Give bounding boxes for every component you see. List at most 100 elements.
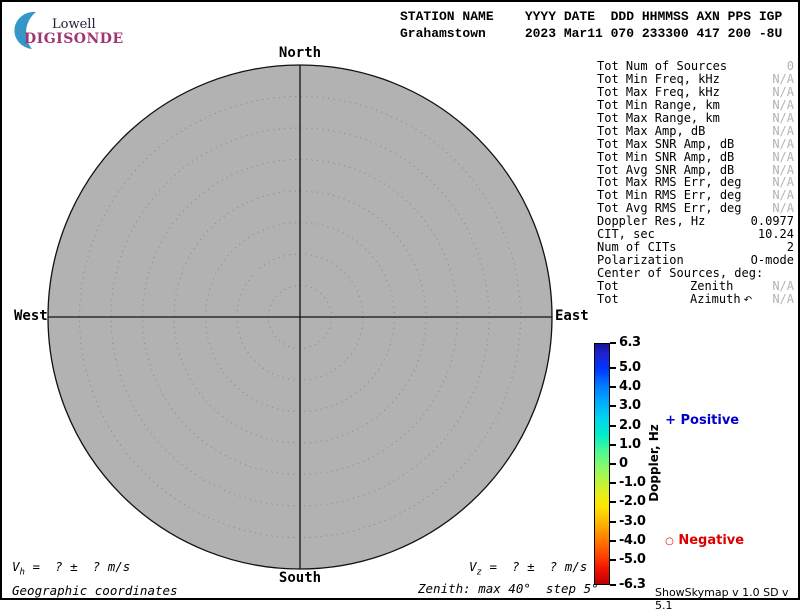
doppler-colorbar (594, 343, 610, 585)
stats-row: Tot Azimuth ↶ N/A (597, 291, 794, 306)
stats-row: Tot Max Amp, dB N/A (597, 123, 794, 138)
stats-row: Tot Max Range, km N/A (597, 110, 794, 125)
stats-row: Tot Avg RMS Err, deg N/A (597, 202, 794, 215)
colorbar-tick-mark (610, 386, 616, 389)
zenith-ring (173, 190, 427, 444)
stat-label: Center of Sources, deg: (597, 266, 764, 280)
lowell-digisonde-logo: Lowell DIGISONDE (12, 8, 123, 50)
stats-row: Tot Num of Sources 0 (597, 60, 794, 73)
logo-product: DIGISONDE (24, 31, 124, 47)
stat-label: Tot Num of Sources (597, 59, 728, 73)
stat-value: N/A (772, 175, 794, 190)
stat-value: N/A (772, 149, 794, 164)
stat-value: N/A (772, 188, 794, 203)
negative-legend: ○ Negative (656, 518, 744, 548)
stat-label: Tot (597, 291, 619, 306)
stats-row: Polarization O-mode (597, 254, 794, 267)
stat-sublabel: Zenith (690, 278, 734, 293)
coordinate-system-label: Geographic coordinates (12, 583, 178, 598)
software-version: ShowSkymap v 1.0 SD v 5.1 (655, 586, 789, 612)
stat-value: N/A (772, 201, 794, 216)
stat-label: Tot Min RMS Err, deg (597, 188, 742, 203)
colorbar-tick-label: 2.0 (619, 417, 641, 433)
stat-value: N/A (772, 136, 794, 151)
stat-label: Tot Max Freq, kHz (597, 84, 720, 99)
station-header-columns: STATION NAME YYYY DATE DDD HHMMSS AXN PP… (400, 9, 783, 24)
compass-label-west: West (14, 308, 48, 324)
vh-symbol: V (12, 559, 20, 574)
stat-value: 10.24 (757, 227, 794, 242)
colorbar-tick-mark (610, 482, 616, 485)
positive-legend: + Positive (656, 398, 739, 428)
stat-label: Tot (597, 278, 619, 293)
colorbar-tick-label: -6.3 (619, 577, 646, 592)
zenith-ring (236, 253, 364, 381)
stat-value: N/A (772, 97, 794, 112)
positive-legend-label: Positive (680, 413, 740, 428)
vertical-velocity-readout: Vz = ? ± ? m/s (469, 559, 587, 578)
stat-label: Doppler Res, Hz (597, 214, 706, 229)
stats-row: Num of CITs 2 (597, 241, 794, 254)
colorbar-tick-mark (610, 463, 616, 465)
stat-label: Tot Min SNR Amp, dB (597, 149, 735, 164)
colorbar-tick-mark (610, 539, 616, 542)
colorbar-axis-label: Doppler, Hz (647, 424, 661, 502)
statistics-panel: Tot Num of Sources 0 Tot Min Freq, kHz N/A T… (597, 60, 794, 306)
stat-label: Tot Min Freq, kHz (597, 71, 720, 86)
stat-label: Tot Max RMS Err, deg (597, 175, 742, 190)
compass-label-south: South (278, 570, 322, 586)
stat-value: N/A (772, 278, 794, 293)
colorbar-tick-label: -4.0 (619, 532, 646, 548)
stat-value: 0 (786, 59, 794, 73)
stats-row: Tot Min RMS Err, deg N/A (597, 189, 794, 202)
colorbar-tick-mark (610, 366, 616, 369)
zenith-ring (78, 95, 522, 539)
horizontal-velocity-readout: Vh = ? ± ? m/s (12, 559, 130, 578)
zenith-ring (204, 221, 396, 413)
stat-value: O-mode (750, 253, 794, 268)
stat-value: 2 (786, 240, 794, 255)
stats-row: Center of Sources, deg: (597, 267, 794, 280)
stat-label: Tot Avg RMS Err, deg (597, 201, 742, 216)
stats-row: Tot Min SNR Amp, dB N/A (597, 149, 794, 164)
zenith-ring (141, 158, 459, 476)
stat-label: Tot Max SNR Amp, dB (597, 136, 735, 151)
colorbar-tick-mark (610, 584, 616, 586)
circle-marker-icon: ○ (665, 536, 674, 547)
colorbar-tick-mark (610, 559, 616, 562)
colorbar-tick-mark (610, 520, 616, 523)
logo-name: Lowell (52, 17, 96, 32)
crescent-logo-icon (14, 11, 36, 49)
stat-value: N/A (772, 110, 794, 125)
stat-value: 0.0977 (750, 214, 794, 229)
stat-value: N/A (772, 123, 794, 138)
stat-label: CIT, sec (597, 227, 655, 242)
vh-value: = ? ± ? m/s (24, 559, 131, 574)
stat-label: Tot Max Amp, dB (597, 123, 706, 138)
colorbar-tick-mark (610, 443, 616, 446)
colorbar-tick-label: 5.0 (619, 359, 641, 375)
stat-sublabel: Azimuth ↶ (690, 291, 753, 306)
vh-subscript: h (19, 567, 25, 578)
stats-row: Tot Min Range, km N/A (597, 97, 794, 112)
station-header: STATION NAME YYYY DATE DDD HHMMSS AXN PP… (400, 8, 782, 42)
zenith-ring (110, 127, 490, 507)
stat-value: N/A (772, 291, 794, 306)
colorbar-tick-mark (610, 424, 616, 427)
stat-label: Tot Min Range, km (597, 97, 720, 112)
colorbar-tick-label: -3.0 (619, 513, 646, 529)
stats-row: Tot Avg SNR Amp, dB N/A (597, 163, 794, 177)
vz-value: = ? ± ? m/s (481, 559, 588, 574)
stat-label: Tot Max Range, km (597, 110, 720, 125)
colorbar-tick-label: -5.0 (619, 552, 646, 568)
stats-row: Tot Zenith N/A (597, 278, 794, 293)
colorbar-tick-label: 4.0 (619, 379, 641, 395)
skymap-zenith-rings (78, 95, 522, 539)
stat-value: N/A (772, 84, 794, 99)
compass-label-east: East (555, 308, 589, 324)
stats-row: Tot Max SNR Amp, dB N/A (597, 136, 794, 151)
skymap-disc (47, 64, 553, 570)
colorbar-tick-label: 1.0 (619, 436, 641, 452)
curved-arrow-icon: ↶ (740, 294, 753, 306)
colorbar-tick-mark (610, 405, 616, 408)
